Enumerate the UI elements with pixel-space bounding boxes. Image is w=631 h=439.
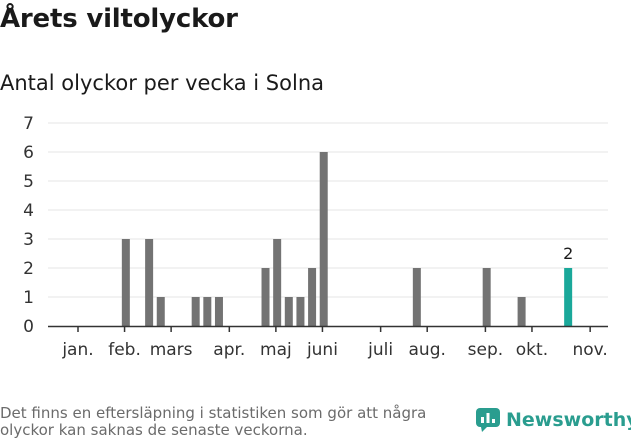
bar: [482, 268, 491, 326]
bar: [191, 297, 200, 326]
y-tick-label: 0: [23, 317, 34, 337]
x-tick-label: feb.: [108, 340, 141, 360]
bar: [156, 297, 165, 326]
x-tick-label: nov.: [572, 340, 607, 360]
y-tick-label: 2: [23, 259, 34, 279]
x-tick-label: aug.: [409, 340, 446, 360]
weekly-accidents-bar-chart: 0 1 2 3 4 5 6 7 2 jan. feb. mars apr. maj juni juli au…: [23, 114, 608, 360]
chart-subtitle: Antal olyckor per vecka i Solna: [0, 71, 325, 95]
bar-value-label: 2: [563, 244, 573, 263]
bar: [121, 239, 130, 326]
bar: [517, 297, 526, 326]
y-tick-label: 6: [23, 143, 34, 163]
bar: [284, 297, 293, 326]
data-labels: 2: [563, 244, 573, 263]
bar: [273, 239, 282, 326]
bar: [412, 268, 421, 326]
bar: [308, 268, 317, 326]
x-tick-label: mars: [150, 340, 193, 360]
y-tick-label: 4: [23, 201, 34, 221]
x-tick-label: apr.: [213, 340, 245, 360]
bar: [203, 297, 212, 326]
bar: [261, 268, 270, 326]
footnote: Det finns en eftersläpning i statistiken…: [0, 404, 427, 439]
y-tick-label: 7: [23, 114, 34, 134]
x-tick-label: maj: [260, 340, 292, 360]
y-tick-label: 3: [23, 230, 34, 250]
x-tick-label: jan.: [61, 340, 93, 360]
x-axis: jan. feb. mars apr. maj juni juli aug. sep. okt. n…: [48, 325, 608, 360]
y-tick-label: 5: [23, 172, 34, 192]
bar-highlight: [564, 268, 573, 326]
x-tick-label: okt.: [516, 340, 548, 360]
bar: [214, 297, 223, 326]
bar: [145, 239, 154, 326]
y-tick-label: 1: [23, 288, 34, 308]
gridlines: [48, 122, 608, 298]
y-axis-ticks: 0 1 2 3 4 5 6 7: [23, 114, 34, 337]
chart-title: Årets viltolyckor: [0, 4, 238, 34]
newsworthy-logo: Newsworthy: [476, 408, 631, 432]
bar: [319, 152, 328, 326]
bars: [121, 152, 573, 326]
newsworthy-logo-icon: [476, 408, 500, 432]
x-tick-label: juli: [367, 340, 393, 360]
brand-name: Newsworthy: [506, 409, 631, 431]
x-tick-label: juni: [306, 340, 338, 360]
bar: [296, 297, 305, 326]
x-tick-label: sep.: [468, 340, 504, 360]
